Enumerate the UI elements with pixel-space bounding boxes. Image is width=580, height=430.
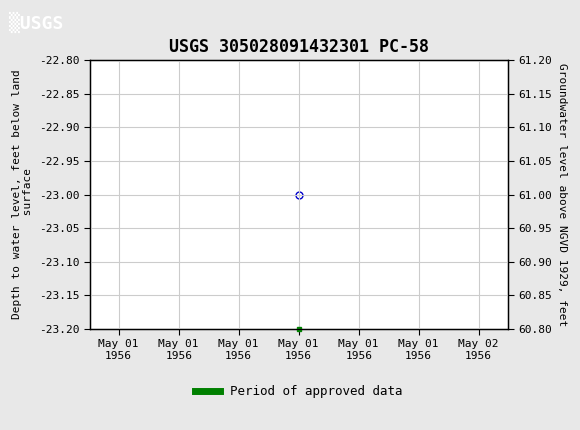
Y-axis label: Groundwater level above NGVD 1929, feet: Groundwater level above NGVD 1929, feet bbox=[557, 63, 567, 326]
Y-axis label: Depth to water level, feet below land
 surface: Depth to water level, feet below land su… bbox=[12, 70, 34, 319]
Text: ▒USGS: ▒USGS bbox=[9, 12, 63, 33]
Title: USGS 305028091432301 PC-58: USGS 305028091432301 PC-58 bbox=[169, 38, 429, 56]
Legend: Period of approved data: Period of approved data bbox=[190, 380, 407, 403]
